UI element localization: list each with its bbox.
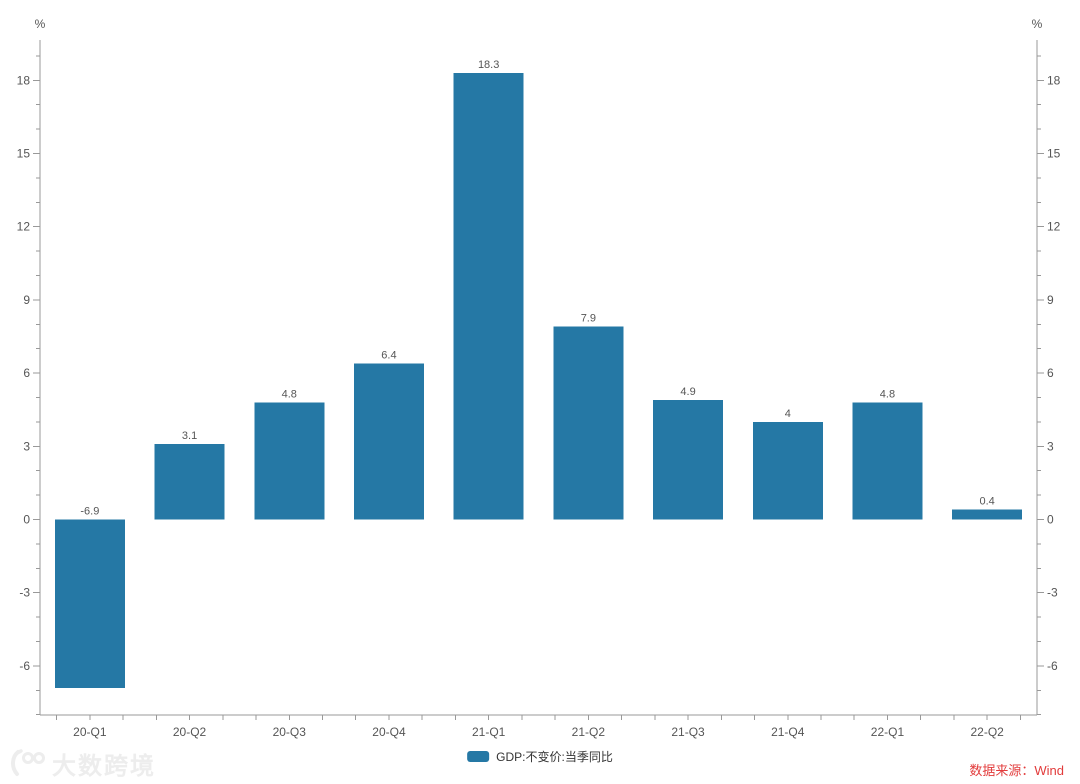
x-tick-label: 21-Q3	[671, 725, 705, 739]
x-tick-label: 22-Q2	[970, 725, 1004, 739]
bar-value-label: 18.3	[478, 59, 499, 71]
bar-value-label: 4.8	[880, 388, 895, 400]
bar-value-label: 7.9	[581, 313, 596, 325]
bar-22-Q1[interactable]	[852, 402, 923, 520]
y-tick-label-right: 9	[1047, 293, 1054, 307]
bar-value-label: 4.8	[282, 388, 297, 400]
legend-label: GDP:不变价:当季同比	[496, 750, 613, 764]
y-tick-label-right: 6	[1047, 366, 1054, 380]
x-tick-label: 22-Q1	[871, 725, 905, 739]
x-tick-label: 21-Q4	[771, 725, 805, 739]
y-axis-unit-right: %	[1032, 17, 1043, 31]
x-tick-label: 20-Q1	[73, 725, 107, 739]
x-tick-label: 21-Q2	[572, 725, 606, 739]
bar-value-label: 0.4	[980, 496, 995, 508]
y-tick-label-left: -6	[19, 659, 30, 673]
x-tick-label: 20-Q2	[173, 725, 207, 739]
bar-22-Q2[interactable]	[952, 509, 1023, 520]
bar-21-Q4[interactable]	[752, 421, 823, 520]
bar-20-Q1[interactable]	[54, 519, 125, 688]
x-tick-label: 21-Q1	[472, 725, 506, 739]
y-tick-label-right: 15	[1047, 147, 1061, 161]
bar-value-label: 3.1	[182, 430, 197, 442]
y-tick-label-left: 12	[17, 220, 31, 234]
y-tick-label-left: 6	[23, 366, 30, 380]
x-tick-label: 20-Q4	[372, 725, 406, 739]
y-tick-label-right: -3	[1047, 586, 1058, 600]
y-tick-label-right: 12	[1047, 220, 1061, 234]
watermark-text: 大数跨境	[52, 753, 156, 780]
bar-21-Q1[interactable]	[453, 72, 524, 520]
y-tick-label-left: 9	[23, 293, 30, 307]
y-tick-label-right: 3	[1047, 439, 1054, 453]
y-tick-label-right: 18	[1047, 73, 1061, 87]
watermark: 大数跨境	[8, 746, 156, 781]
y-tick-label-left: -3	[19, 586, 30, 600]
bar-value-label: -6.9	[80, 506, 99, 518]
bar-20-Q4[interactable]	[353, 363, 424, 520]
y-axis-unit-left: %	[35, 17, 46, 31]
y-tick-label-left: 0	[23, 513, 30, 527]
data-source: 数据来源：Wind	[969, 763, 1064, 778]
y-tick-label-left: 18	[17, 73, 31, 87]
y-tick-label-right: 0	[1047, 513, 1054, 527]
legend-swatch-icon	[467, 751, 490, 762]
bar-value-label: 4.9	[680, 386, 695, 398]
bar-21-Q3[interactable]	[653, 399, 724, 520]
watermark-logo-icon	[11, 748, 45, 776]
plot-area: -6 -6 -3 -3 0 0 3 3 6 6 9 9 12 12 15 15 18 18 20-Q1 -6.9 20-…	[17, 40, 1061, 739]
y-tick-label-right: -6	[1047, 659, 1058, 673]
bar-20-Q2[interactable]	[154, 443, 225, 520]
bar-value-label: 4	[785, 408, 791, 420]
y-tick-label-left: 15	[17, 147, 31, 161]
x-tick-label: 20-Q3	[273, 725, 307, 739]
bar-value-label: 6.4	[381, 349, 396, 361]
y-tick-label-left: 3	[23, 439, 30, 453]
legend-item-gdp[interactable]: GDP:不变价:当季同比	[467, 748, 613, 765]
bar-21-Q2[interactable]	[553, 326, 624, 520]
bar-20-Q3[interactable]	[254, 402, 325, 520]
